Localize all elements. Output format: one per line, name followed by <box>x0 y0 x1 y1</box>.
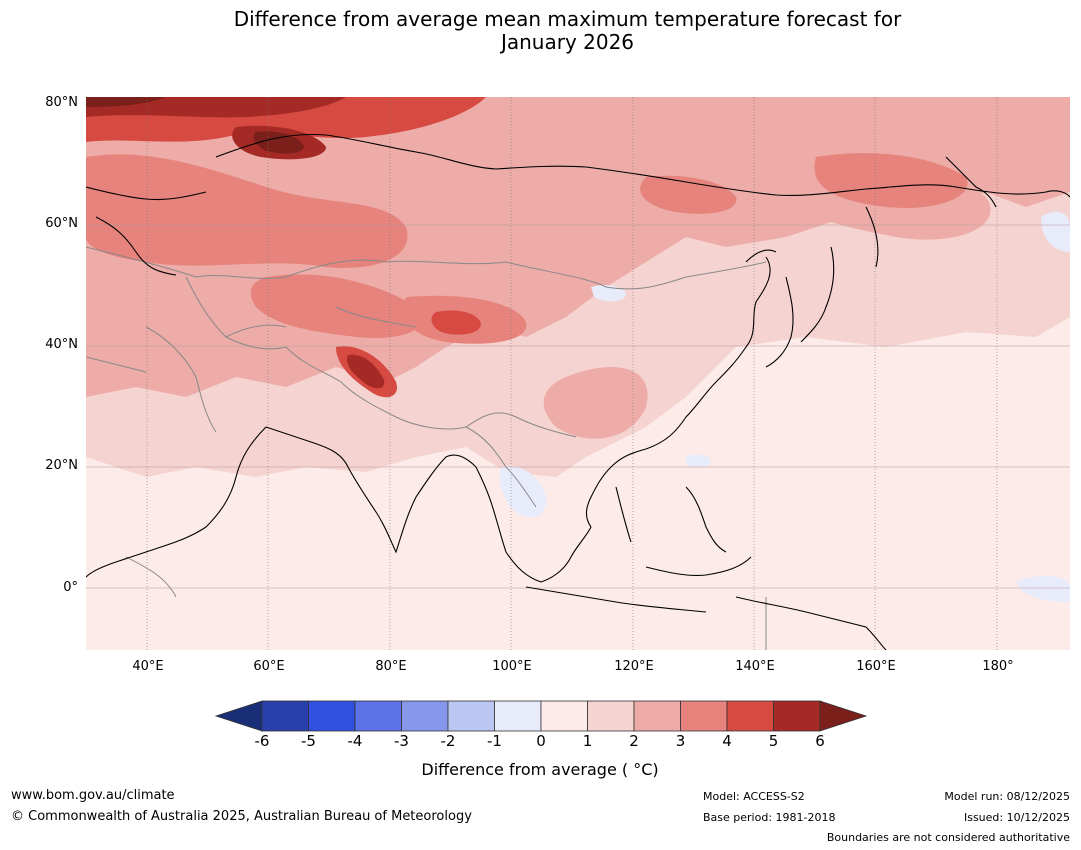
colorbar-tick-label: 2 <box>629 732 639 750</box>
colorbar-tick-label: 1 <box>582 732 593 750</box>
anomaly-band-4-5-tarim <box>431 310 481 335</box>
footer-url: www.bom.gov.au/climate <box>11 788 175 803</box>
footer-copyright: © Commonwealth of Australia 2025, Austra… <box>11 809 472 824</box>
anomaly-band-neg1-0-kamchatka <box>1041 211 1070 252</box>
colorbar-cell <box>447 700 495 732</box>
colorbar-cell <box>773 700 821 732</box>
footer-base-period: Base period: 1981-2018 <box>703 811 836 824</box>
colorbar-cell <box>308 700 356 732</box>
chart-title-line2: January 2026 <box>500 30 635 54</box>
lon-label-100e: 100°E <box>492 659 532 674</box>
lon-label-60e: 60°E <box>253 659 285 674</box>
lat-label-40n: 40°N <box>45 337 78 352</box>
anomaly-band-over-6 <box>253 131 304 154</box>
chart-title: Difference from average mean maximum tem… <box>60 8 1075 54</box>
lon-label-40e: 40°E <box>132 659 164 674</box>
lon-label-80e: 80°E <box>375 659 407 674</box>
colorbar-tick-label: 4 <box>722 732 732 750</box>
graticule <box>86 97 1070 650</box>
anomaly-band-neg1-0-pacific <box>1016 575 1070 602</box>
anomaly-patch-china <box>543 367 648 439</box>
anomaly-band-5-6-arctic <box>86 97 346 118</box>
colorbar-tick-label: -6 <box>254 732 270 750</box>
lon-label-140e: 140°E <box>735 659 775 674</box>
colorbar-label: Difference from average ( °C) <box>421 760 659 779</box>
lat-label-20n: 20°N <box>45 458 78 473</box>
chart-title-line1: Difference from average mean maximum tem… <box>233 7 902 31</box>
colorbar-cell <box>726 700 774 732</box>
coastlines <box>86 133 1070 650</box>
colorbar-tick-label: -1 <box>487 732 502 750</box>
colorbar-tick-label: 6 <box>815 732 825 750</box>
anomaly-band-5-6-himalaya <box>347 354 385 389</box>
colorbar-extend-min <box>214 700 263 732</box>
footer-issued: Issued: 10/12/2025 <box>963 811 1070 824</box>
colorbar-tick-label: 0 <box>536 732 546 750</box>
colorbar-cell <box>354 700 402 732</box>
footer-disclaimer: Boundaries are not considered authoritat… <box>826 831 1070 844</box>
footer-model-run: Model run: 08/12/2025 <box>944 790 1070 803</box>
anomaly-band-3-4-west <box>86 154 408 268</box>
anomaly-band-3-4-central <box>250 274 423 338</box>
colorbar-tick-label: 5 <box>768 732 779 750</box>
lat-label-0: 0° <box>63 580 78 595</box>
footer-model: Model: ACCESS-S2 <box>703 790 805 803</box>
colorbar-tick-label: -5 <box>301 732 316 750</box>
colorbar-cell <box>633 700 681 732</box>
anomaly-band-3-4-siberia <box>640 175 737 214</box>
colorbar-cell <box>587 700 635 732</box>
forecast-map <box>86 97 1070 650</box>
colorbar-cell <box>494 700 542 732</box>
lat-label-80n: 80°N <box>45 95 78 110</box>
colorbar-tick-label: -4 <box>347 732 363 750</box>
colorbar-cell <box>401 700 449 732</box>
lon-label-160e: 160°E <box>856 659 896 674</box>
colorbar-tick-label: -2 <box>440 732 456 750</box>
lat-label-60n: 60°N <box>45 216 78 231</box>
anomaly-band-3-4-east <box>814 153 968 208</box>
colorbar-extend-max <box>819 700 868 732</box>
colorbar-tick-label: 3 <box>675 732 686 750</box>
colorbar-cell <box>261 700 309 732</box>
lon-label-120e: 120°E <box>614 659 654 674</box>
colorbar-tick-label: -3 <box>394 732 409 750</box>
country-boundaries <box>86 246 767 650</box>
anomaly-band-over-6-arctic <box>86 97 166 107</box>
colorbar-cell <box>680 700 728 732</box>
colorbar-cell <box>540 700 588 732</box>
anomaly-band-neg1-0-mongolia <box>591 284 626 302</box>
map-canvas <box>86 97 1070 650</box>
anomaly-band-neg1-0-seasmall <box>686 454 711 468</box>
lon-label-180: 180° <box>982 659 1014 674</box>
